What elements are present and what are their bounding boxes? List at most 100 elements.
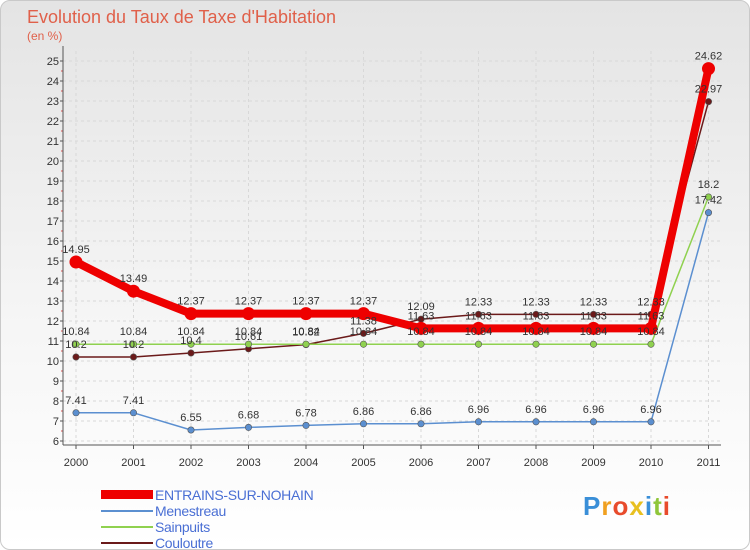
data-label-sainpuits-2008: 10.84 <box>522 326 550 338</box>
data-point-menestreau-2011 <box>704 209 712 217</box>
x-tick-label-2007: 2007 <box>466 457 490 469</box>
data-point-entrains-sur-nohain-2002 <box>184 307 198 321</box>
data-point-couloutre-2008 <box>532 310 540 318</box>
data-label-couloutre-2007: 12.33 <box>465 296 493 308</box>
data-point-sainpuits-2011 <box>704 193 712 201</box>
legend-swatch-couloutre <box>101 541 153 544</box>
data-point-sainpuits-2009 <box>589 340 597 348</box>
data-label-couloutre-2005: 11.38 <box>350 315 377 327</box>
data-label-entrains-sur-nohain-2006: 11.63 <box>408 310 435 322</box>
data-label-entrains-sur-nohain-2004: 12.37 <box>292 296 320 308</box>
data-label-menestreau-2010: 6.96 <box>640 404 661 416</box>
data-label-menestreau-2007: 6.96 <box>468 404 489 416</box>
data-point-sainpuits-2002 <box>187 340 195 348</box>
legend-label-menestreau: Menestreau <box>155 502 226 519</box>
y-tick-label-10: 10 <box>47 356 59 368</box>
data-label-menestreau-2009: 6.96 <box>583 404 604 416</box>
y-tick-label-24: 24 <box>47 76 59 88</box>
proxiti-logo: Proxiti <box>583 491 671 522</box>
data-label-sainpuits-2010: 10.84 <box>637 326 665 338</box>
data-label-couloutre-2002: 10.4 <box>180 335 201 347</box>
y-tick-label-12: 12 <box>47 316 59 328</box>
series-line-sainpuits <box>76 196 710 345</box>
data-label-entrains-sur-nohain-2002: 12.37 <box>177 296 205 308</box>
data-point-menestreau-2001 <box>130 409 138 417</box>
x-tick-label-2009: 2009 <box>581 457 605 469</box>
data-label-couloutre-2011: 22.97 <box>695 84 723 96</box>
legend-swatch-entrains <box>101 490 153 499</box>
data-label-sainpuits-2006: 10.84 <box>407 326 435 338</box>
data-point-entrains-sur-nohain-2004 <box>299 307 313 321</box>
x-tick-label-2011: 2011 <box>697 457 721 469</box>
data-point-couloutre-2009 <box>589 310 597 318</box>
data-label-sainpuits-2005: 10.84 <box>350 326 378 338</box>
data-label-sainpuits-2004: 10.84 <box>292 326 320 338</box>
y-tick-label-18: 18 <box>47 196 59 208</box>
data-label-sainpuits-2002: 10.84 <box>177 326 205 338</box>
x-tick-label-2003: 2003 <box>236 457 260 469</box>
data-label-sainpuits-2001: 10.84 <box>120 326 148 338</box>
x-tick-label-2005: 2005 <box>351 457 375 469</box>
data-point-entrains-sur-nohain-2003 <box>242 307 255 321</box>
data-point-entrains-sur-nohain-2011 <box>702 62 715 76</box>
data-label-entrains-sur-nohain-2003: 12.37 <box>235 296 263 308</box>
legend-item-entrains: ENTRAINS-SUR-NOHAIN <box>101 486 314 503</box>
y-tick-label-21: 21 <box>47 136 59 148</box>
data-label-menestreau-2000: 7.41 <box>65 395 86 407</box>
y-tick-label-16: 16 <box>47 236 59 248</box>
data-label-menestreau-2002: 6.55 <box>180 412 201 424</box>
data-label-sainpuits-2009: 10.84 <box>580 326 608 338</box>
legend-label-entrains: ENTRAINS-SUR-NOHAIN <box>155 486 314 503</box>
y-tick-label-15: 15 <box>47 256 59 268</box>
x-tick-label-2008: 2008 <box>524 457 548 469</box>
data-label-entrains-sur-nohain-2007: 11.63 <box>465 310 492 322</box>
legend-swatch-sainpuits <box>101 525 153 528</box>
chart-title: Evolution du Taux de Taxe d'Habitation <box>27 7 336 27</box>
data-point-entrains-sur-nohain-2006 <box>414 321 428 335</box>
data-point-entrains-sur-nohain-2005 <box>357 307 370 321</box>
data-label-sainpuits-2011: 18.2 <box>698 179 719 191</box>
data-labels: 10.2 10.2 10.4 10.61 10.82 11.38 12.09 12.33 12.… <box>62 51 722 424</box>
data-point-entrains-sur-nohain-2008 <box>529 321 543 335</box>
series-layer <box>69 62 715 434</box>
data-point-sainpuits-2007 <box>474 340 482 348</box>
data-point-menestreau-2002 <box>187 426 195 434</box>
logo-letter: P <box>583 491 602 521</box>
data-label-menestreau-2001: 7.41 <box>123 395 144 407</box>
data-point-couloutre-2011 <box>704 98 712 106</box>
data-point-menestreau-2007 <box>474 418 482 426</box>
data-label-couloutre-2006: 12.09 <box>407 301 435 313</box>
data-point-entrains-sur-nohain-2001 <box>127 284 140 298</box>
data-label-couloutre-2003: 10.61 <box>235 331 263 343</box>
legend-label-couloutre: Couloutre <box>155 534 214 550</box>
data-label-menestreau-2006: 6.86 <box>410 406 431 418</box>
y-tick-label-8: 8 <box>53 396 59 408</box>
y-tick-label-20: 20 <box>47 156 59 168</box>
data-label-couloutre-2008: 12.33 <box>522 296 550 308</box>
data-label-entrains-sur-nohain-2005: 12.37 <box>350 296 378 308</box>
x-tick-label-2000: 2000 <box>64 457 88 469</box>
y-tick-label-22: 22 <box>47 116 59 128</box>
data-point-menestreau-2004 <box>302 421 310 429</box>
data-point-sainpuits-2000 <box>72 340 80 348</box>
data-point-entrains-sur-nohain-2000 <box>69 255 83 269</box>
data-point-sainpuits-2005 <box>359 340 367 348</box>
data-label-sainpuits-2000: 10.84 <box>62 326 90 338</box>
data-label-sainpuits-2003: 10.84 <box>235 326 263 338</box>
y-tick-label-9: 9 <box>53 376 59 388</box>
legend-item-couloutre: Couloutre <box>101 534 214 550</box>
data-label-menestreau-2004: 6.78 <box>295 407 316 419</box>
data-label-couloutre-2001: 10.2 <box>123 339 144 351</box>
logo-letter: r <box>601 491 613 521</box>
x-tick-label-2006: 2006 <box>409 457 433 469</box>
data-label-entrains-sur-nohain-2008: 11.63 <box>523 310 550 322</box>
x-tick-label-2004: 2004 <box>294 457 318 469</box>
series-line-entrains-sur-nohain <box>74 67 713 333</box>
data-point-sainpuits-2008 <box>532 340 540 348</box>
series-line-couloutre <box>76 101 710 358</box>
data-point-menestreau-2000 <box>72 409 80 417</box>
grid-lines <box>63 51 721 445</box>
x-tick-label-2010: 2010 <box>639 457 663 469</box>
logo-letter: i <box>662 491 671 521</box>
